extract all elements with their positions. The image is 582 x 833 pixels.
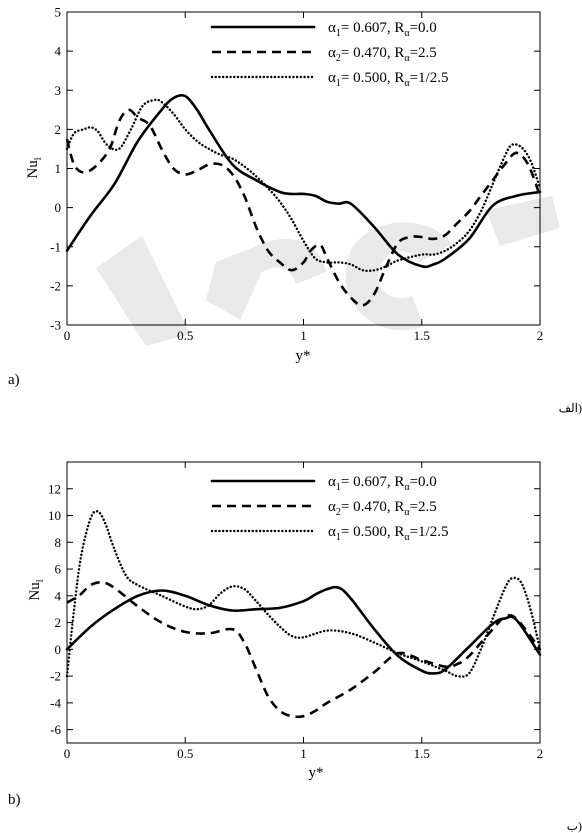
series-line-dashed (65, 108, 542, 307)
series-line-dashed (66, 581, 542, 719)
y-tick-label: 8 (55, 535, 62, 550)
x-ticks-b: 0 0.5 1 1.5 2 (64, 462, 544, 761)
y-tick-label: -2 (50, 669, 61, 684)
panel-label-b: b) (8, 792, 21, 808)
watermark (96, 196, 560, 346)
y-tick-label: 6 (55, 562, 62, 577)
x-ticks-a: 0 0.5 1 1.5 2 (64, 12, 544, 343)
y-tick-label: -3 (50, 318, 61, 333)
panel-label-b-fa: ب) (567, 819, 582, 833)
y-tick-label: 0 (55, 200, 62, 215)
y-axis-label-a: Nul (25, 157, 44, 178)
x-tick-label: 2 (537, 746, 544, 761)
x-tick-label: 0 (64, 746, 71, 761)
panel-label-a-fa: الف) (559, 401, 582, 415)
series-group-b (65, 510, 542, 719)
panel-label-a: a) (8, 372, 20, 388)
legend-label: α1= 0.500, Rα=1/2.5 (328, 524, 448, 543)
legend-label: α2= 0.470, Rα=2.5 (328, 499, 437, 518)
y-tick-label: -1 (50, 239, 61, 254)
y-tick-label: 4 (55, 588, 62, 603)
x-tick-label: 2 (537, 328, 544, 343)
legend-label: α1= 0.607, Rα=0.0 (328, 20, 437, 39)
x-tick-label: 1 (300, 746, 307, 761)
legend-label: α1= 0.500, Rα=1/2.5 (328, 70, 448, 89)
y-ticks-a: -3 -2 -1 0 1 2 3 4 5 (50, 5, 540, 333)
y-ticks-b: -6 -4 -2 0 2 4 6 8 10 12 (48, 481, 540, 737)
chart-panel-b: 0 0.5 1 1.5 2 -6 -4 -2 0 2 4 6 8 10 12 α1= 0.607, Rα=… (8, 461, 582, 833)
legend-label: α2= 0.470, Rα=2.5 (328, 45, 437, 64)
y-tick-label: 2 (55, 615, 62, 630)
legend-label: α1= 0.607, Rα=0.0 (328, 474, 437, 493)
x-tick-label: 0.5 (177, 746, 193, 761)
y-tick-label: 10 (48, 508, 61, 523)
legend-a: α1= 0.607, Rα=0.0 α2= 0.470, Rα=2.5 α1= 0.… (210, 20, 448, 89)
x-tick-label: 0.5 (177, 328, 193, 343)
series-line-solid (65, 585, 542, 675)
y-tick-label: -4 (50, 695, 61, 710)
series-line-dotted (65, 510, 542, 678)
legend-b: α1= 0.607, Rα=0.0 α2= 0.470, Rα=2.5 α1= 0.… (210, 474, 448, 543)
x-tick-label: 1.5 (414, 746, 430, 761)
series-group-a (65, 93, 542, 307)
y-axis-label-b: Nul (27, 579, 46, 600)
y-tick-label: 5 (55, 5, 62, 20)
x-tick-label: 0 (64, 328, 71, 343)
y-tick-label: 12 (48, 481, 61, 496)
chart-panel-a: 0 0.5 1 1.5 2 -3 -2 -1 0 1 2 3 4 5 α1= 0.607, Rα=0.0… (8, 5, 582, 416)
y-tick-label: 4 (55, 44, 62, 59)
x-axis-label-b: y* (309, 765, 324, 781)
y-tick-label: 1 (55, 161, 62, 176)
y-tick-label: 0 (55, 642, 62, 657)
y-tick-label: 3 (55, 83, 62, 98)
y-tick-label: -2 (50, 278, 61, 293)
y-tick-label: -6 (50, 722, 61, 737)
y-tick-label: 2 (55, 122, 62, 137)
x-tick-label: 1.5 (414, 328, 430, 343)
x-tick-label: 1 (300, 328, 307, 343)
x-axis-label-a: y* (296, 348, 311, 364)
series-line-dotted (65, 98, 542, 273)
